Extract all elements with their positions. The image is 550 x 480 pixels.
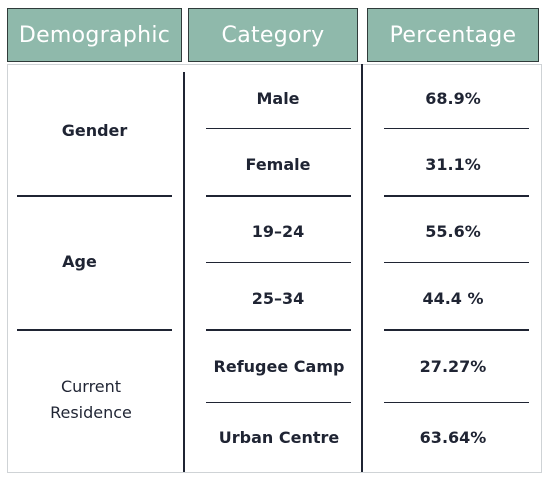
row-divider [206,195,351,197]
category-cell: 25–34 [251,288,305,308]
percentage-cell: 31.1% [425,154,481,174]
row-divider [206,402,351,403]
percentage-cell: 63.64% [419,427,487,447]
percentage-cell: 27.27% [419,356,487,376]
header-percentage: Percentage [367,8,539,62]
category-cell: Refugee Camp [213,356,345,376]
category-cell: 19–24 [251,221,305,241]
column-divider [361,64,363,472]
row-divider [384,329,529,331]
demographic-label-line: Current [60,377,122,396]
percentage-cell: 44.4 % [422,288,484,308]
row-divider [206,262,351,263]
header-category: Category [188,8,358,62]
row-divider [384,195,529,197]
demographic-age: Age [62,251,97,271]
group-divider [17,195,172,197]
header-demographic: Demographic [7,8,182,62]
percentage-cell: 55.6% [425,221,481,241]
table-body-frame [7,64,542,473]
row-divider [384,402,529,403]
demographic-label-line: Residence [50,403,132,422]
demographic-current-residence: Current Residence [7,372,175,428]
category-cell: Female [245,154,311,174]
row-divider [384,128,529,129]
row-divider [206,329,351,331]
column-divider [183,72,185,472]
row-divider [206,128,351,129]
row-divider [384,262,529,263]
category-cell: Male [256,88,300,108]
demographic-gender: Gender [61,120,128,140]
category-cell: Urban Centre [218,427,340,447]
group-divider [17,329,172,331]
percentage-cell: 68.9% [425,88,481,108]
